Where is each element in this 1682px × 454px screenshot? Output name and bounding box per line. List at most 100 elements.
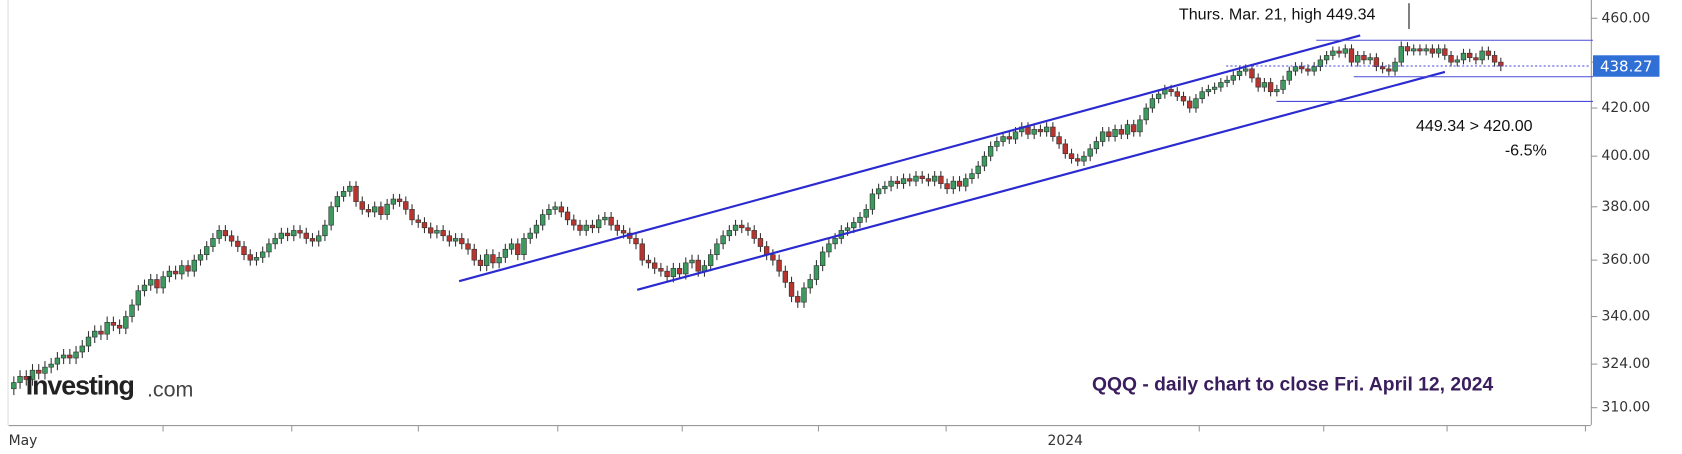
candle-body <box>434 230 440 234</box>
candle-body <box>739 224 745 229</box>
candle-body <box>670 268 677 278</box>
candle-body <box>987 146 994 157</box>
candle-body <box>11 382 17 390</box>
candle-body <box>782 270 789 283</box>
candle-body <box>994 141 1000 147</box>
candle-body <box>907 178 913 182</box>
candle-body <box>1261 82 1268 88</box>
candle-body <box>714 243 720 255</box>
channel-lower-line <box>636 70 1446 291</box>
candle-body <box>1280 79 1286 90</box>
candle-body <box>695 259 701 272</box>
candle-body <box>1355 55 1361 63</box>
candle-body <box>166 270 173 278</box>
candle-body <box>1168 89 1174 93</box>
candle-body <box>79 345 85 353</box>
candle-body <box>1423 48 1429 52</box>
candle-body <box>1106 131 1112 137</box>
x-tick-label: 2024 <box>1048 433 1084 449</box>
annotation: Thurs. Mar. 21, high 449.34 <box>1179 5 1376 23</box>
candle-body <box>340 191 347 197</box>
candle-body <box>558 206 565 213</box>
candle-body <box>651 262 658 269</box>
candle-body <box>260 251 266 258</box>
candle-body <box>819 251 826 266</box>
candle-body <box>683 262 689 275</box>
candle-body <box>1460 52 1467 61</box>
candle-body <box>378 206 384 215</box>
y-tick-label: 310.00 <box>1602 400 1651 416</box>
candle-body <box>770 254 776 261</box>
candle-body <box>1112 129 1118 137</box>
candle-body <box>303 232 309 239</box>
candle-body <box>639 243 645 261</box>
candle-body <box>1392 61 1398 72</box>
candle-body <box>508 243 515 250</box>
candle-body <box>73 351 79 359</box>
candle-body <box>900 178 907 185</box>
candle-body <box>608 216 614 226</box>
candle-body <box>253 257 260 261</box>
candle-body <box>589 224 596 229</box>
candle-body <box>160 276 166 289</box>
y-tick-label: 324.00 <box>1602 356 1651 372</box>
candle-body <box>85 336 92 347</box>
candle-body <box>888 180 894 187</box>
candle-body <box>191 259 197 272</box>
last-price-label: 438.27 <box>1600 58 1653 76</box>
y-tick-label: 380.00 <box>1602 199 1651 215</box>
candle-body <box>266 243 272 253</box>
candle-body <box>863 209 869 218</box>
candle-body <box>490 254 496 264</box>
candle-body <box>228 235 235 242</box>
candle-body <box>1286 70 1292 81</box>
candle-body <box>421 222 428 229</box>
logo-name: Investing <box>26 371 134 401</box>
candle-body <box>347 185 353 192</box>
candle-body <box>465 243 471 250</box>
candle-body <box>1454 59 1460 63</box>
candle-body <box>1267 82 1274 93</box>
candle-body <box>98 330 104 335</box>
candle-body <box>172 270 179 275</box>
candle-body <box>981 155 988 167</box>
candle-body <box>484 254 490 266</box>
candle-body <box>826 243 832 253</box>
candle-body <box>1050 126 1056 137</box>
candle-body <box>1330 50 1336 56</box>
candle-body <box>110 322 117 326</box>
candle-body <box>316 235 322 242</box>
candle-body <box>571 219 577 226</box>
candle-body <box>938 175 944 185</box>
candle-body <box>732 224 739 231</box>
candle-body <box>720 235 726 245</box>
candle-body <box>1311 66 1317 72</box>
candle-body <box>844 227 851 231</box>
candle-body <box>1118 129 1124 135</box>
candle-body <box>788 281 795 297</box>
candle-body <box>477 259 484 266</box>
candle-body <box>197 254 204 261</box>
candle-body <box>1093 141 1100 150</box>
candle-body <box>210 238 216 247</box>
candle-body <box>552 206 558 210</box>
candle-body <box>384 203 390 215</box>
candle-body <box>409 209 415 221</box>
y-tick-label: 460.00 <box>1602 10 1651 26</box>
month-ticks <box>162 425 1586 432</box>
candle-body <box>104 322 110 335</box>
candle-body <box>390 198 397 205</box>
candle-body <box>1317 59 1324 67</box>
candle-body <box>882 185 888 190</box>
candle-body <box>1274 89 1280 93</box>
last-price-box <box>1592 55 1660 77</box>
candle-body <box>875 188 882 195</box>
candle-body <box>1485 50 1492 56</box>
candle-body <box>129 304 135 317</box>
candle-body <box>645 259 652 264</box>
candle-body <box>241 246 247 255</box>
candle-body <box>48 363 54 368</box>
candle-body <box>539 214 546 226</box>
candle-body <box>533 224 540 234</box>
candle-body <box>204 246 210 255</box>
